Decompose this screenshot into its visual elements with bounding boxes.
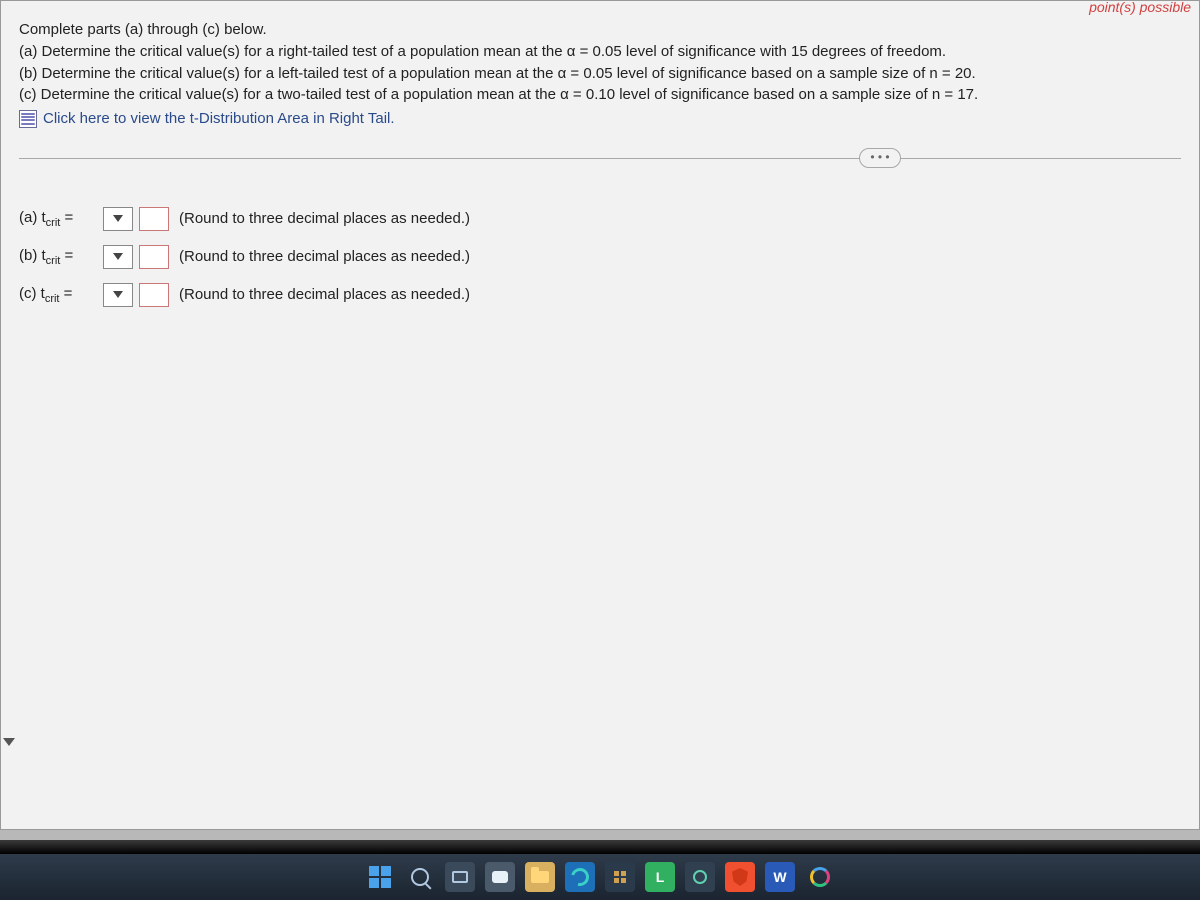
more-options-pill[interactable]: • • • [859,148,901,168]
chevron-down-icon [113,215,123,222]
taskbar: L W [0,854,1200,900]
divider-wrap: • • • [19,158,1181,159]
t-distribution-link-row: Click here to view the t-Distribution Ar… [19,108,1181,130]
scroll-down-arrow[interactable] [3,735,15,749]
task-view-button[interactable] [445,862,475,892]
answer-row-b: (b) tcrit = (Round to three decimal plac… [19,245,1181,269]
start-button[interactable] [365,862,395,892]
answer-a-value-input[interactable] [139,207,169,231]
answer-c-hint: (Round to three decimal places as needed… [179,286,470,303]
search-icon [411,868,429,886]
app-circle-button[interactable] [685,862,715,892]
brave-browser-button[interactable] [725,862,755,892]
answer-row-c: (c) tcrit = (Round to three decimal plac… [19,283,1181,307]
cortana-icon [810,867,830,887]
answer-a-hint: (Round to three decimal places as needed… [179,210,470,227]
answer-b-value-input[interactable] [139,245,169,269]
chat-icon [492,871,508,883]
circle-icon [693,870,707,884]
question-part-a: (a) Determine the critical value(s) for … [19,41,1181,63]
answers-section: (a) tcrit = (Round to three decimal plac… [1,187,1199,339]
answer-c-sign-select[interactable] [103,283,133,307]
grid-icon [614,871,626,883]
answer-row-a: (a) tcrit = (Round to three decimal plac… [19,207,1181,231]
question-part-b: (b) Determine the critical value(s) for … [19,63,1181,85]
edge-icon [568,865,593,890]
chat-button[interactable] [485,862,515,892]
panel-bottom-shadow [0,840,1200,854]
answer-a-label: (a) tcrit = [19,209,97,229]
cortana-button[interactable] [805,862,835,892]
file-explorer-button[interactable] [525,862,555,892]
t-distribution-link[interactable]: Click here to view the t-Distribution Ar… [43,108,395,130]
folder-icon [531,871,549,883]
answer-a-sign-select[interactable] [103,207,133,231]
shield-icon [732,868,748,886]
chevron-down-icon [113,291,123,298]
windows-icon [369,866,391,888]
question-body: Complete parts (a) through (c) below. (a… [1,1,1199,187]
calculator-button[interactable] [605,862,635,892]
answer-c-value-input[interactable] [139,283,169,307]
section-divider [19,158,1181,159]
question-part-c: (c) Determine the critical value(s) for … [19,84,1181,106]
word-button[interactable]: W [765,862,795,892]
app-l-button[interactable]: L [645,862,675,892]
answer-b-sign-select[interactable] [103,245,133,269]
question-panel: point(s) possible Complete parts (a) thr… [0,0,1200,830]
answer-b-label: (b) tcrit = [19,247,97,267]
answer-c-label: (c) tcrit = [19,285,97,305]
task-view-icon [452,871,468,883]
edge-browser-button[interactable] [565,862,595,892]
chevron-down-icon [3,738,15,746]
taskbar-search-button[interactable] [405,862,435,892]
question-intro: Complete parts (a) through (c) below. [19,19,1181,41]
answer-b-hint: (Round to three decimal places as needed… [179,248,470,265]
table-icon[interactable] [19,110,37,128]
chevron-down-icon [113,253,123,260]
points-possible-label: point(s) possible [1089,0,1191,15]
